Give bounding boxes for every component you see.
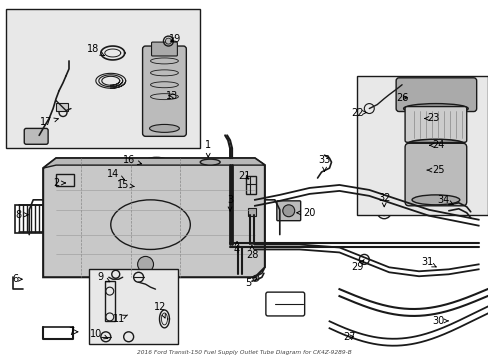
FancyBboxPatch shape [276, 201, 300, 221]
Bar [104, 281, 115, 321]
FancyBboxPatch shape [395, 78, 476, 112]
Circle shape [165, 38, 171, 44]
Text: 26: 26 [395, 93, 407, 103]
Text: 27: 27 [343, 332, 355, 342]
Ellipse shape [411, 195, 459, 205]
Text: 33: 33 [318, 155, 330, 171]
Text: 10: 10 [89, 329, 108, 339]
Text: 2016 Ford Transit-150 Fuel Supply Outlet Tube Diagram for CK4Z-9289-B: 2016 Ford Transit-150 Fuel Supply Outlet… [136, 350, 351, 355]
Ellipse shape [403, 104, 468, 113]
FancyBboxPatch shape [151, 42, 177, 56]
Text: 28: 28 [245, 245, 258, 260]
Text: 20: 20 [296, 208, 315, 218]
FancyBboxPatch shape [404, 143, 466, 206]
Text: 29: 29 [350, 260, 364, 272]
Bar [56, 103, 68, 111]
FancyBboxPatch shape [142, 46, 186, 136]
Text: 30: 30 [432, 316, 447, 326]
Text: 9: 9 [98, 272, 110, 282]
Text: 17: 17 [40, 117, 58, 127]
Bar [15, 205, 43, 233]
Circle shape [137, 256, 153, 272]
Text: 32: 32 [377, 193, 389, 207]
Text: 7: 7 [68, 327, 78, 337]
Polygon shape [43, 158, 264, 277]
Bar [6, 9, 200, 148]
Text: 21: 21 [237, 171, 250, 181]
Text: 13: 13 [166, 91, 178, 101]
Text: 5: 5 [244, 278, 257, 288]
Text: 24: 24 [429, 140, 444, 150]
Text: 1: 1 [205, 140, 211, 157]
Text: 18: 18 [86, 44, 104, 56]
Ellipse shape [149, 125, 179, 132]
Text: 16: 16 [122, 155, 142, 165]
Text: 19: 19 [169, 34, 181, 44]
Text: 15: 15 [116, 180, 134, 190]
Text: 11: 11 [112, 314, 127, 324]
Bar [357, 76, 487, 215]
Text: 14: 14 [106, 169, 124, 180]
Text: 34: 34 [437, 195, 452, 205]
Text: 12: 12 [154, 302, 166, 318]
Ellipse shape [200, 159, 220, 165]
Text: 8: 8 [15, 210, 28, 220]
Text: 23: 23 [424, 113, 439, 123]
Text: 2: 2 [53, 178, 65, 188]
FancyBboxPatch shape [404, 107, 466, 142]
Circle shape [380, 208, 387, 216]
Bar [247, 208, 255, 216]
Text: 6: 6 [12, 274, 22, 284]
Text: 3: 3 [226, 195, 233, 211]
Text: 31: 31 [420, 257, 435, 267]
Text: 22: 22 [350, 108, 366, 117]
Text: 25: 25 [426, 165, 444, 175]
Bar [56, 174, 74, 186]
Ellipse shape [145, 171, 167, 179]
Bar [89, 269, 178, 344]
Text: 4: 4 [233, 242, 240, 256]
Bar [245, 176, 255, 194]
Circle shape [282, 205, 294, 217]
FancyBboxPatch shape [24, 129, 48, 144]
Polygon shape [43, 158, 264, 168]
